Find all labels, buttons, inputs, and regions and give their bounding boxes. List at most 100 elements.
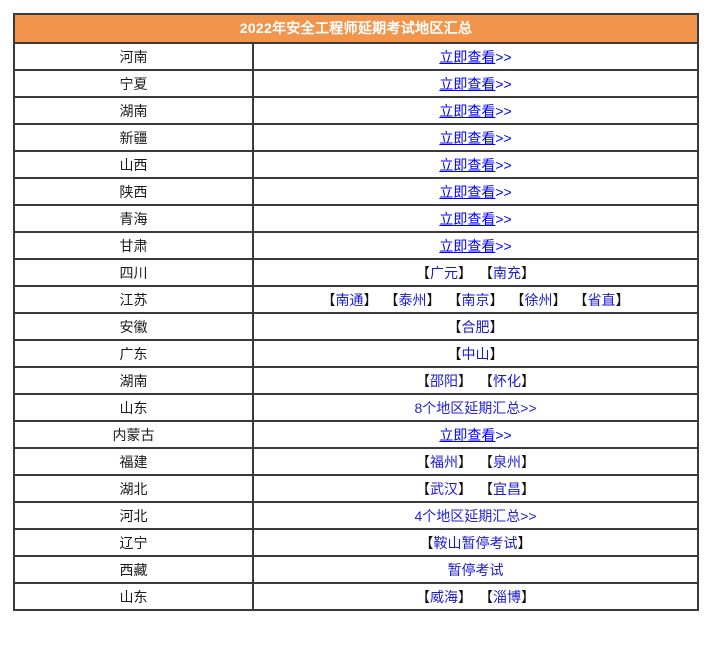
city-link[interactable]: 泰州 [398,291,427,308]
view-detail-link[interactable]: 立即查看>> [439,427,511,443]
double-arrow-icon: >> [495,183,512,200]
bracket-close-icon: 】 [489,291,504,308]
region-name-cell: 山西 [13,150,254,179]
view-detail-link-label: 立即查看 [439,210,496,227]
double-arrow-icon: >> [495,156,512,173]
region-detail-cell: 暂停考试 [251,555,700,584]
view-detail-link[interactable]: 立即查看>> [439,238,511,254]
city-link-group: 【武汉】 [416,479,472,499]
table-row: 湖南 【邵阳】 【怀化】 [13,366,700,395]
view-detail-link[interactable]: 立即查看>> [439,103,511,119]
bracket-close-icon: 】 [521,480,535,497]
region-name-cell: 山东 [13,582,254,611]
bracket-close-icon: 】 [517,534,532,551]
table-row: 山东 【威海】 【淄博】 [13,582,700,611]
bracket-close-icon: 】 [426,291,441,308]
city-link-group: 【中山】 [448,344,504,364]
city-link[interactable]: 泉州 [493,453,521,470]
city-link[interactable]: 宜昌 [493,480,521,497]
bracket-open-icon: 【 [573,291,588,308]
bracket-close-icon: 】 [521,372,535,389]
table-row: 西藏 暂停考试 [13,555,700,584]
city-link[interactable]: 南京 [461,291,490,308]
bracket-open-icon: 【 [479,372,493,389]
city-link[interactable]: 合肥 [461,318,490,335]
region-detail-cell: 8个地区延期汇总>> [251,393,700,422]
region-name-cell: 辽宁 [13,528,254,557]
region-summary-link[interactable]: 8个地区延期汇总>> [414,399,537,416]
city-link[interactable]: 福州 [430,453,458,470]
city-link[interactable]: 中山 [461,345,490,362]
bracket-open-icon: 【 [321,291,336,308]
city-link-group: 【广元】 [416,263,472,283]
city-link[interactable]: 怀化 [493,372,521,389]
double-arrow-icon: >> [495,210,512,227]
region-name-cell: 山东 [13,393,254,422]
bracket-close-icon: 】 [521,453,535,470]
table-row: 新疆 立即查看>> [13,123,700,152]
table-row: 湖南 立即查看>> [13,96,700,125]
region-detail-cell: 立即查看>> [251,69,700,98]
city-link[interactable]: 威海 [430,588,458,605]
double-arrow-icon: >> [495,426,512,443]
bracket-close-icon: 】 [489,345,504,362]
city-link[interactable]: 鞍山暂停考试 [433,534,518,551]
double-arrow-icon: >> [495,102,512,119]
view-detail-link[interactable]: 立即查看>> [439,130,511,146]
view-detail-link[interactable]: 立即查看>> [439,76,511,92]
region-name-cell: 甘肃 [13,231,254,260]
region-detail-cell: 【福州】 【泉州】 [251,447,700,476]
bracket-open-icon: 【 [479,264,493,281]
region-name-cell: 湖南 [13,96,254,125]
bracket-open-icon: 【 [447,318,462,335]
view-detail-link-label: 立即查看 [439,183,496,200]
table-row: 内蒙古 立即查看>> [13,420,700,449]
view-detail-link-label: 立即查看 [439,237,496,254]
city-link-group: 【威海】 [416,587,472,607]
bracket-open-icon: 【 [447,291,462,308]
table-row: 辽宁 【鞍山暂停考试】 [13,528,700,557]
city-link-group: 【南京】 [448,290,504,310]
region-detail-cell: 立即查看>> [251,42,700,71]
table-row: 河南 立即查看>> [13,42,700,71]
view-detail-link-label: 立即查看 [439,426,496,443]
double-arrow-icon: >> [495,75,512,92]
double-arrow-icon: >> [495,237,512,254]
city-link[interactable]: 徐州 [524,291,553,308]
bracket-close-icon: 】 [489,318,504,335]
region-name-cell: 湖南 [13,366,254,395]
region-name-cell: 安徽 [13,312,254,341]
view-detail-link-label: 立即查看 [439,102,496,119]
city-link-group: 【鞍山暂停考试】 [420,533,532,553]
city-link[interactable]: 淄博 [493,588,521,605]
city-link-group: 【合肥】 [448,317,504,337]
bracket-close-icon: 】 [521,264,535,281]
region-detail-cell: 【合肥】 [251,312,700,341]
city-link[interactable]: 南充 [493,264,521,281]
region-summary-link[interactable]: 4个地区延期汇总>> [414,507,537,524]
region-detail-cell: 立即查看>> [251,420,700,449]
city-link[interactable]: 省直 [587,291,616,308]
view-detail-link[interactable]: 立即查看>> [439,184,511,200]
region-name-cell: 内蒙古 [13,420,254,449]
view-detail-link-label: 立即查看 [439,48,496,65]
bracket-open-icon: 【 [384,291,399,308]
city-link[interactable]: 南通 [335,291,364,308]
table-row: 陕西 立即查看>> [13,177,700,206]
table-row: 湖北 【武汉】 【宜昌】 [13,474,700,503]
city-link-group: 【南充】 [479,263,535,283]
city-link[interactable]: 邵阳 [430,372,458,389]
view-detail-link[interactable]: 立即查看>> [439,49,511,65]
view-detail-link[interactable]: 立即查看>> [439,211,511,227]
view-detail-link[interactable]: 立即查看>> [439,157,511,173]
region-detail-cell: 立即查看>> [251,177,700,206]
bracket-open-icon: 【 [479,588,493,605]
city-link[interactable]: 武汉 [430,480,458,497]
table-row: 安徽 【合肥】 [13,312,700,341]
city-link[interactable]: 广元 [430,264,458,281]
bracket-close-icon: 】 [458,264,472,281]
region-detail-cell: 立即查看>> [251,231,700,260]
region-detail-cell: 立即查看>> [251,123,700,152]
region-detail-cell: 4个地区延期汇总>> [251,501,700,530]
